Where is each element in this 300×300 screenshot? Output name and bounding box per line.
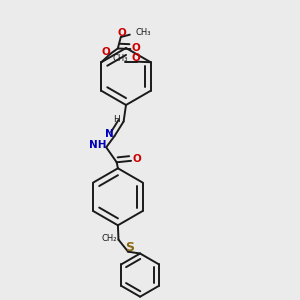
Text: CH₃: CH₃ [112,54,128,63]
Text: O: O [101,47,110,57]
Text: N: N [105,128,114,139]
Text: H: H [113,115,120,124]
Text: CH₂: CH₂ [102,234,117,243]
Text: O: O [132,154,141,164]
Text: O: O [131,43,140,52]
Text: O: O [131,53,140,63]
Text: CH₃: CH₃ [135,28,151,37]
Text: NH: NH [89,140,106,150]
Text: S: S [125,241,134,254]
Text: O: O [118,28,126,38]
